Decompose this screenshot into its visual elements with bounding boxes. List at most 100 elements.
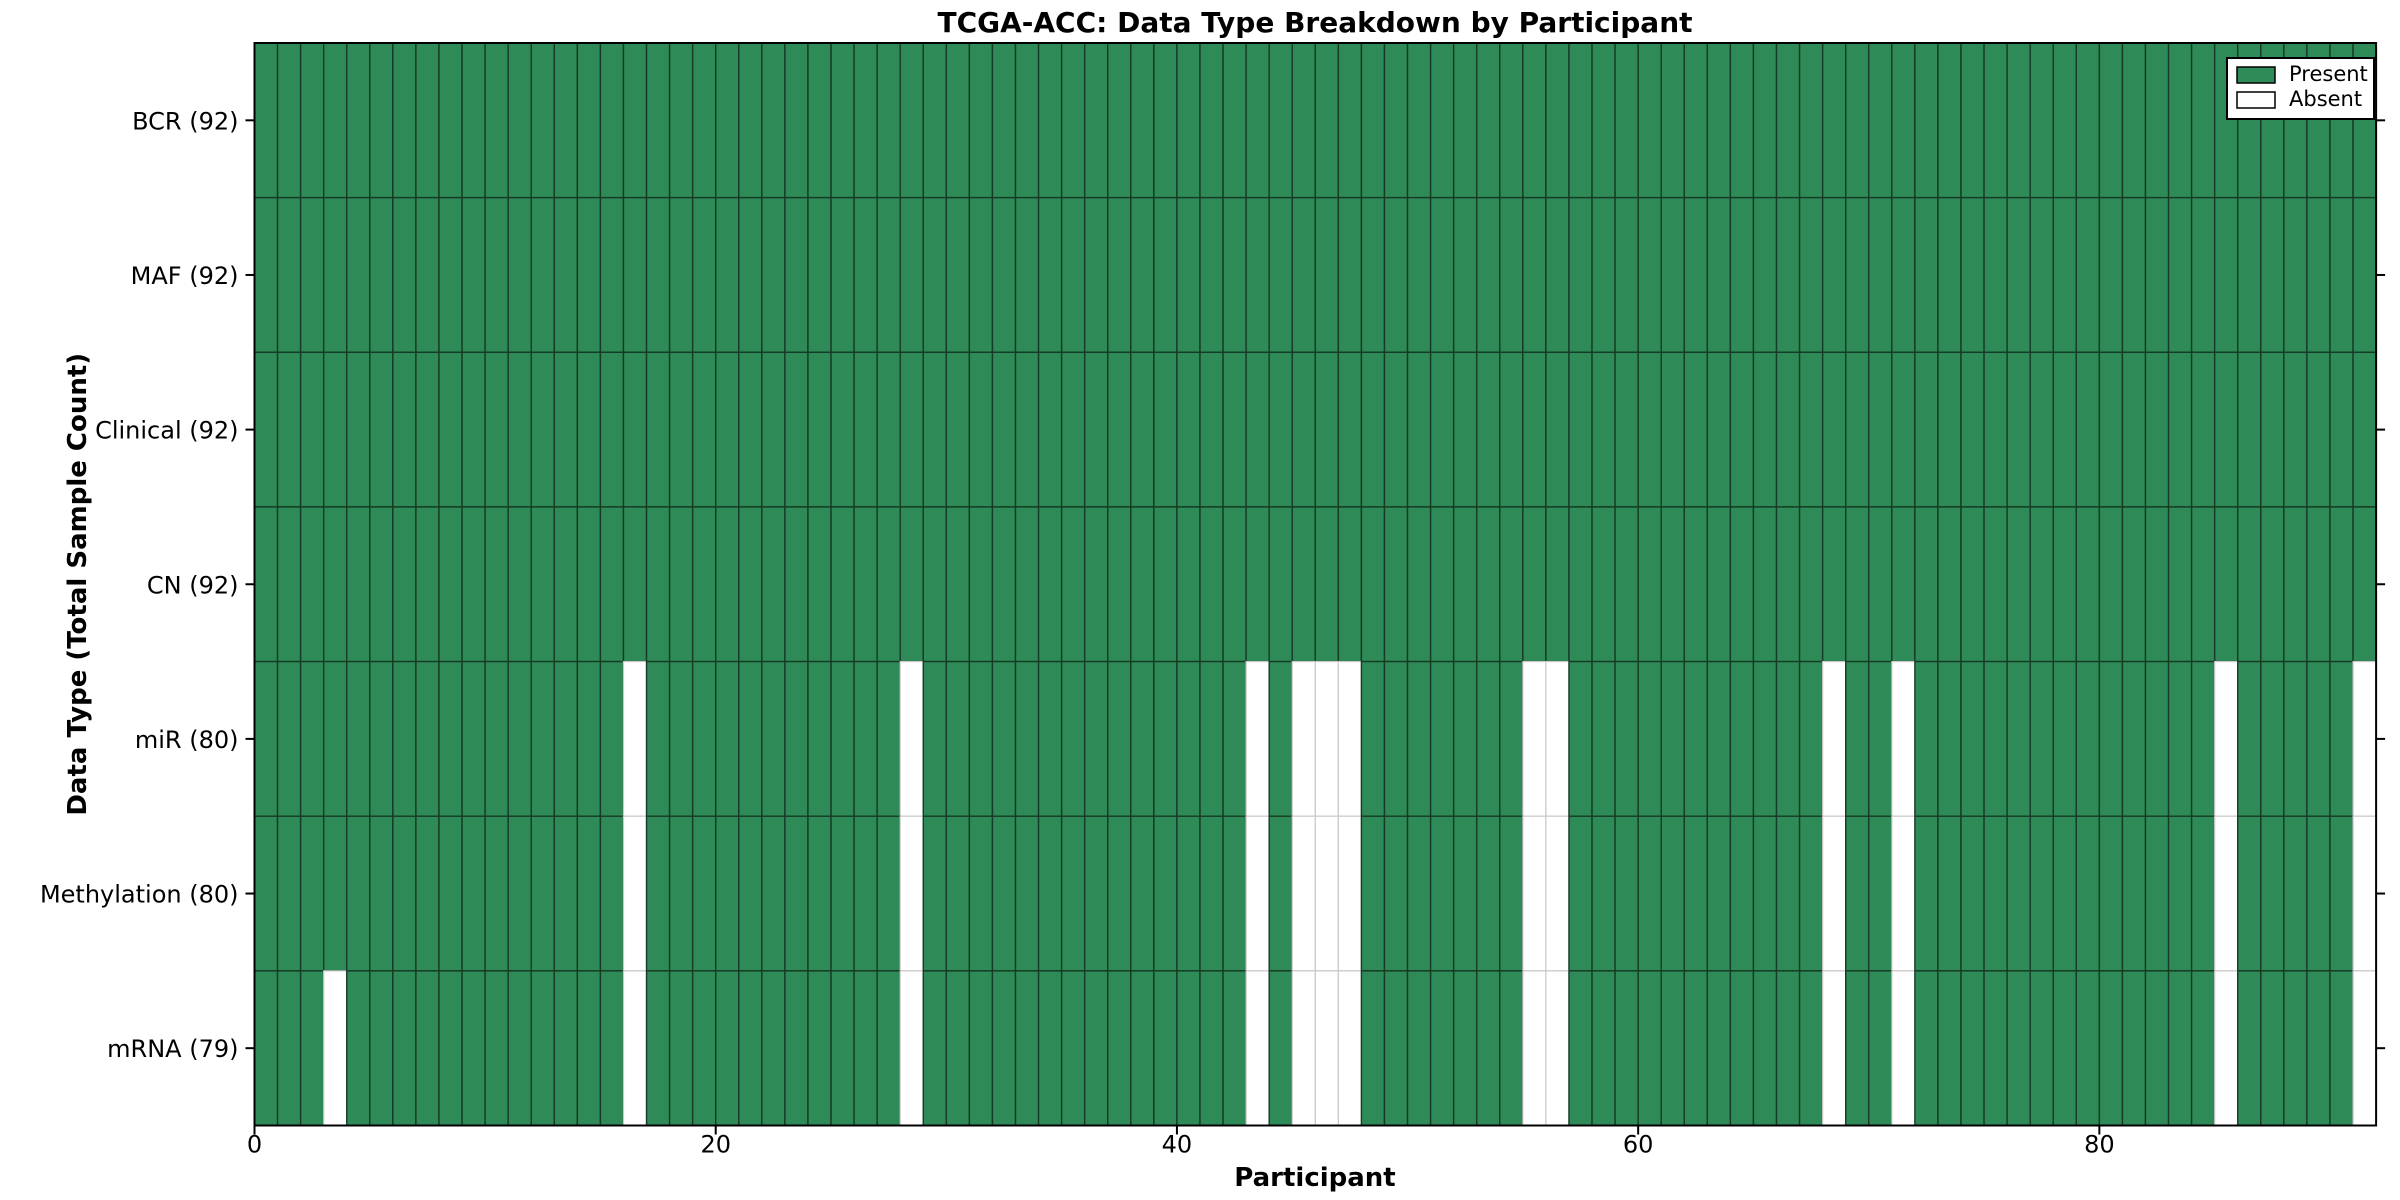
cell-present xyxy=(1937,660,1962,817)
cell-present xyxy=(2029,970,2054,1127)
cell-present xyxy=(1914,660,1939,817)
cell-present xyxy=(1868,970,1893,1127)
cell-present xyxy=(1222,815,1247,972)
cell-present xyxy=(715,970,740,1127)
cell-present xyxy=(322,196,348,353)
cell-present xyxy=(1083,815,1109,972)
cell-absent xyxy=(2214,815,2239,972)
cell-present xyxy=(1568,815,1593,972)
cell-present xyxy=(899,351,924,508)
cell-present xyxy=(1014,506,1040,663)
cell-present xyxy=(599,660,625,817)
cell-present xyxy=(2052,815,2078,972)
cell-present xyxy=(461,196,486,353)
cell-present xyxy=(1914,42,1939,199)
cell-present xyxy=(622,42,648,199)
cell-present xyxy=(1176,506,1201,663)
cell-present xyxy=(415,351,440,508)
cell-present xyxy=(1868,42,1893,199)
cell-present xyxy=(253,196,279,353)
cell-present xyxy=(2190,196,2216,353)
cell-absent xyxy=(1337,815,1363,972)
cell-absent xyxy=(1522,660,1547,817)
cell-present xyxy=(1222,351,1247,508)
cell-absent xyxy=(2352,970,2377,1127)
cell-present xyxy=(2121,42,2147,199)
cell-absent xyxy=(1891,660,1916,817)
cell-present xyxy=(2237,506,2262,663)
x-tick-label: 0 xyxy=(247,1131,262,1159)
cell-present xyxy=(1130,351,1155,508)
cell-present xyxy=(322,42,348,199)
cell-present xyxy=(945,351,971,508)
cell-present xyxy=(2029,42,2054,199)
cell-present xyxy=(2052,660,2078,817)
cell-present xyxy=(507,42,532,199)
cell-present xyxy=(1452,815,1478,972)
cell-present xyxy=(576,42,602,199)
cell-present xyxy=(530,196,555,353)
cell-present xyxy=(1844,196,1870,353)
cell-present xyxy=(738,815,763,972)
cell-present xyxy=(438,506,463,663)
cell-present xyxy=(1476,506,1501,663)
cell-present xyxy=(922,196,948,353)
cell-present xyxy=(1660,351,1685,508)
cell-present xyxy=(553,815,579,972)
cell-present xyxy=(668,506,694,663)
cell-present xyxy=(461,351,486,508)
cell-present xyxy=(1199,506,1224,663)
cell-present xyxy=(1752,815,1778,972)
cell-present xyxy=(1614,506,1639,663)
cell-present xyxy=(922,506,948,663)
cell-present xyxy=(691,351,717,508)
cell-absent xyxy=(1291,970,1316,1127)
cell-present xyxy=(968,42,994,199)
cell-present xyxy=(599,506,625,663)
cell-present xyxy=(369,196,394,353)
cell-absent xyxy=(1337,970,1363,1127)
cell-present xyxy=(1983,660,2008,817)
cell-present xyxy=(645,196,671,353)
cell-present xyxy=(1752,42,1778,199)
cell-present xyxy=(1891,351,1916,508)
cell-present xyxy=(738,196,763,353)
cell-present xyxy=(599,42,625,199)
cell-present xyxy=(715,42,740,199)
cell-present xyxy=(1130,506,1155,663)
cell-present xyxy=(2190,815,2216,972)
cell-present xyxy=(1637,815,1662,972)
cell-present xyxy=(2121,196,2147,353)
cell-present xyxy=(1545,351,1570,508)
cell-present xyxy=(276,660,302,817)
cell-present xyxy=(1130,660,1155,817)
cell-present xyxy=(299,970,325,1127)
cell-present xyxy=(1937,506,1962,663)
cell-present xyxy=(1844,351,1870,508)
cell-present xyxy=(1568,970,1593,1127)
legend-swatch-absent xyxy=(2236,91,2276,109)
cell-present xyxy=(530,970,555,1127)
cell-present xyxy=(1683,506,1709,663)
cell-present xyxy=(2329,970,2354,1127)
x-tick-label: 60 xyxy=(1623,1131,1654,1159)
cell-present xyxy=(2121,970,2147,1127)
cell-present xyxy=(576,506,602,663)
cell-present xyxy=(1291,351,1316,508)
cell-absent xyxy=(2352,660,2377,817)
cell-present xyxy=(1107,351,1132,508)
cell-present xyxy=(1476,970,1501,1127)
cell-present xyxy=(2283,351,2308,508)
cell-present xyxy=(922,660,948,817)
cell-present xyxy=(299,42,325,199)
cell-present xyxy=(1176,196,1201,353)
cell-present xyxy=(876,196,901,353)
cell-present xyxy=(415,660,440,817)
cell-present xyxy=(1775,196,1801,353)
cell-present xyxy=(2167,506,2193,663)
cell-present xyxy=(2052,42,2078,199)
cell-present xyxy=(2029,506,2054,663)
cell-present xyxy=(461,815,486,972)
cell-present xyxy=(1499,970,1524,1127)
cell-present xyxy=(2052,351,2078,508)
